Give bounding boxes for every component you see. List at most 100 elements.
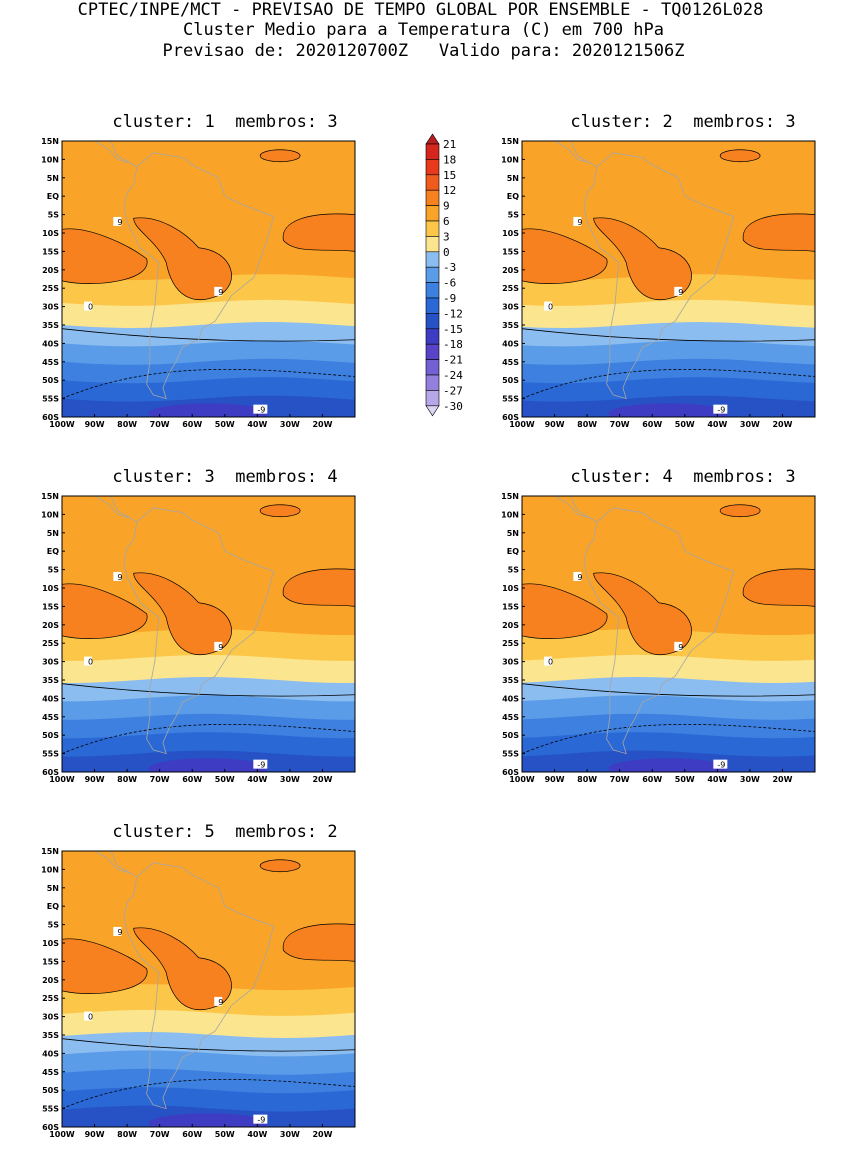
latitude-label: 40S — [42, 1049, 59, 1058]
latitude-label: 10S — [42, 939, 59, 948]
colorbar-level-label: -12 — [443, 307, 463, 320]
colorbar-swatch — [425, 266, 440, 283]
contour-label-bg — [253, 404, 268, 414]
latitude-label: 15N — [41, 847, 59, 856]
colorbar-level-label: 18 — [443, 153, 456, 166]
longitude-label: 30W — [280, 775, 300, 784]
longitude-label: 50W — [215, 1130, 235, 1139]
latitude-label: 20S — [502, 621, 519, 630]
colorbar-swatch — [425, 143, 440, 160]
latitude-label: 15S — [42, 247, 59, 256]
longitude-label: 60W — [182, 775, 202, 784]
contour-label-bg — [214, 641, 223, 651]
coastline-south-america — [123, 862, 275, 1110]
latitude-label: 35S — [502, 676, 519, 685]
colorbar-swatch — [425, 374, 440, 391]
latitude-label: 40S — [502, 694, 519, 703]
longitude-label: 100W — [49, 420, 75, 429]
latitude-label: 55S — [42, 1105, 59, 1114]
longitude-label: 40W — [247, 1130, 267, 1139]
minus9-contour — [62, 368, 355, 399]
colorbar-level-label: 12 — [443, 184, 456, 197]
latitude-label: 5N — [47, 884, 59, 893]
contour-label: 0 — [88, 658, 93, 667]
colorbar-swatch — [425, 343, 440, 360]
latitude-label: 30S — [502, 303, 519, 312]
latitude-label: 5S — [508, 566, 520, 575]
latitude-label: 10S — [502, 229, 519, 238]
panel-title-cluster-1: cluster: 1 membros: 3 — [112, 112, 338, 132]
panel-title-cluster-2: cluster: 2 membros: 3 — [570, 112, 796, 132]
temperature-field — [62, 851, 355, 1127]
latitude-label: 15N — [501, 137, 519, 146]
colorbar-swatch — [425, 174, 440, 191]
zero-contour — [62, 328, 355, 342]
longitude-label: 90W — [545, 775, 565, 784]
longitude-label: 50W — [675, 775, 695, 784]
colorbar-swatch — [425, 220, 440, 237]
latitude-label: 50S — [502, 376, 519, 385]
warm-region-east — [282, 213, 355, 252]
latitude-label: 45S — [42, 1068, 59, 1077]
contour-label: 9 — [218, 643, 223, 652]
colorbar-swatch — [425, 189, 440, 206]
latitude-label: EQ — [507, 192, 519, 201]
latitude-label: 20S — [42, 976, 59, 985]
colorbar-level-label: 21 — [443, 138, 456, 151]
colorbar-swatch — [425, 236, 440, 253]
latitude-label: 40S — [502, 339, 519, 348]
contour-label: 0 — [88, 303, 93, 312]
latitude-label: 40S — [42, 694, 59, 703]
latitude-label: 5N — [507, 529, 519, 538]
map-panel-cluster-5: 9 9 0 -9 15N 10N 5N EQ 5S 10S 15S 20S 25S 30S 35S 40S 45… — [37, 847, 357, 1144]
latitude-label: 35S — [502, 321, 519, 330]
contour-label: 9 — [577, 573, 582, 582]
longitude-label: 20W — [312, 775, 332, 784]
coastline-central-america — [548, 141, 598, 168]
latitude-label: 15N — [41, 137, 59, 146]
warm-region-west — [62, 228, 148, 284]
longitude-label: 70W — [610, 775, 630, 784]
latitude-label: 55S — [502, 395, 519, 404]
longitude-label: 50W — [215, 775, 235, 784]
minus9-contour — [62, 723, 355, 754]
colorbar-level-label: 3 — [443, 230, 450, 243]
color-scale-legend: 21 18 15 12 9 6 3 0 -3 -6 -9 -12 -15 -18 -21 -24 -27 -30 — [420, 132, 480, 442]
temperature-field — [62, 496, 355, 772]
contour-label-bg — [573, 216, 582, 226]
latitude-label: 60S — [42, 768, 59, 777]
latitude-label: 60S — [502, 768, 519, 777]
longitude-label: 100W — [509, 775, 535, 784]
warm-region-north — [259, 859, 301, 873]
longitude-label: 40W — [707, 775, 727, 784]
longitude-label: 90W — [85, 775, 105, 784]
latitude-label: 5N — [47, 174, 59, 183]
latitude-label: 20S — [42, 621, 59, 630]
colorbar-level-label: -27 — [443, 384, 463, 397]
longitude-label: 50W — [215, 420, 235, 429]
latitude-label: 45S — [42, 358, 59, 367]
colorbar-level-label: 6 — [443, 215, 450, 228]
longitude-label: 60W — [642, 420, 662, 429]
warm-region-north — [259, 149, 301, 163]
warm-region-north — [719, 149, 761, 163]
colorbar-level-label: -24 — [443, 369, 463, 382]
longitude-label: 60W — [182, 1130, 202, 1139]
colorbar-level-label: -30 — [443, 400, 463, 413]
colorbar-level-label: 9 — [443, 200, 450, 213]
latitude-label: 35S — [42, 321, 59, 330]
colorbar-level-label: -9 — [443, 292, 456, 305]
longitude-label: 30W — [280, 420, 300, 429]
longitude-label: 90W — [85, 1130, 105, 1139]
colorbar-swatch — [425, 390, 440, 407]
latitude-label: 5N — [47, 529, 59, 538]
warm-region-west — [522, 228, 608, 284]
latitude-label: 45S — [502, 358, 519, 367]
longitude-label: 40W — [247, 775, 267, 784]
colorbar-level-label: 0 — [443, 246, 450, 259]
map-panel-cluster-3: 9 9 0 -9 15N 10N 5N EQ 5S 10S 15S 20S 25S 30S 35S 40S 45… — [37, 492, 357, 789]
colorbar-swatch — [425, 251, 440, 268]
longitude-label: 30W — [740, 775, 760, 784]
minus9-contour — [62, 1078, 355, 1109]
temperature-band — [148, 403, 269, 417]
